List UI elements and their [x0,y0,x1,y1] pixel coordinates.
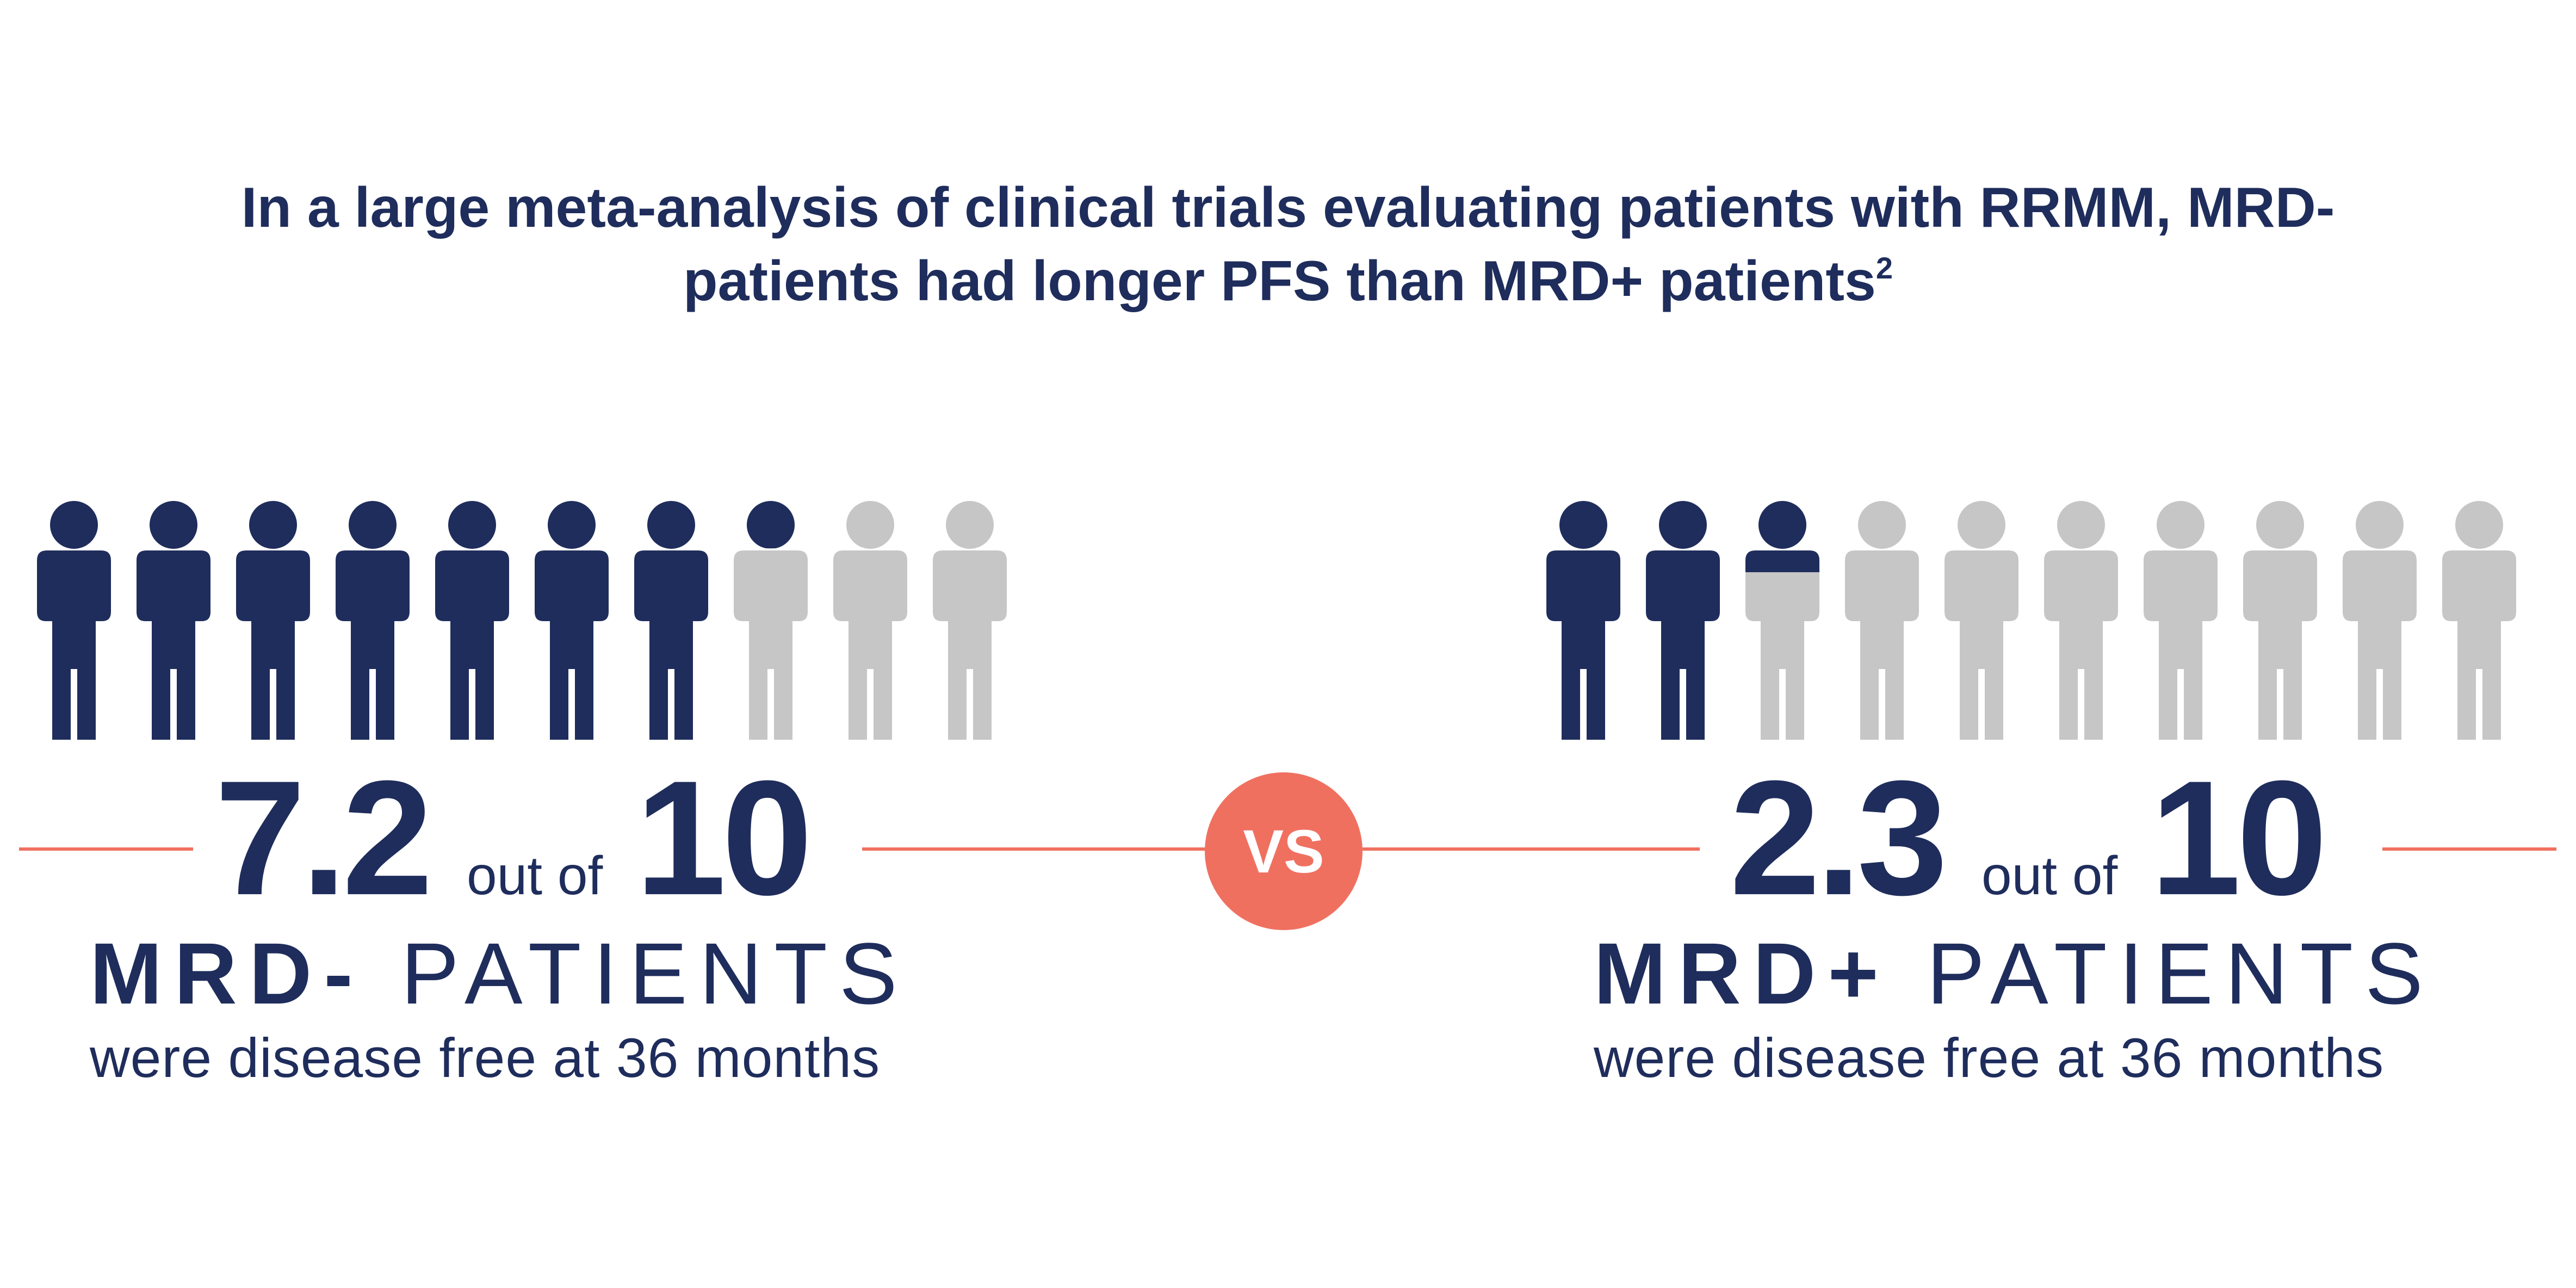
person-icon [2044,501,2118,740]
person-body [236,550,310,740]
person-head [50,501,98,549]
person-head [448,501,496,549]
divider-line-left-outer [19,847,193,851]
person-icon [2442,501,2516,740]
mrd-positive-total: 10 [2150,746,2327,929]
mrd-positive-caption: were disease free at 36 months [1594,1027,2385,1089]
person-body [734,550,808,740]
person-head [846,501,894,549]
person-icon [137,501,210,740]
person-icon [634,501,708,740]
person-body [336,550,410,740]
headline-line-1: In a large meta-analysis of clinical tri… [241,176,2335,239]
person-head [1858,501,1906,549]
divider-line-right-outer [2382,847,2556,851]
mrd-negative-label-rest: PATIENTS [401,925,909,1022]
mrd-negative-out-of: out of [467,845,603,906]
person-body [137,550,210,740]
person-body [1845,550,1919,740]
person-head [2057,501,2105,549]
person-body [2144,550,2218,740]
person-body [535,550,609,740]
person-body [2044,550,2118,740]
person-body [2243,550,2317,740]
person-body [1546,550,1620,740]
person-icon [734,501,808,740]
mrd-positive-label-rest: PATIENTS [1927,925,2435,1022]
person-head [2455,501,2503,549]
person-icon [1845,501,1919,740]
person-icon [535,501,609,740]
mrd-positive-label: MRD+ PATIENTS [1594,925,2435,1023]
person-icon [336,501,410,740]
person-body [435,550,509,740]
person-head [747,501,795,548]
person-body [1945,550,2018,740]
person-head [150,501,197,549]
person-head [2256,501,2304,549]
person-body [2343,550,2417,740]
person-body [1646,550,1720,740]
person-icon [2144,501,2218,740]
person-head [349,501,397,549]
person-head [1758,501,1806,549]
person-icon [435,501,509,740]
person-head [2356,501,2404,549]
mrd-negative-stat: 7.2 out of 10 [215,746,813,929]
mrd-negative-label: MRD- PATIENTS [90,925,909,1023]
footnote-reference: 2 [1875,251,1893,285]
person-head [1659,501,1707,549]
person-icon [2343,501,2417,740]
mrd-negative-total: 10 [635,746,813,929]
person-head [1559,501,1607,549]
mrd-negative-value: 7.2 [215,746,433,929]
person-body [1745,550,1819,572]
person-icon [2243,501,2317,740]
vs-badge: VS [1205,772,1363,930]
person-icon [1646,501,1720,740]
divider-line-left-inner [862,847,1205,851]
person-icon [236,501,310,740]
person-body [634,550,708,740]
person-head [548,501,596,549]
mrd-negative-caption: were disease free at 36 months [90,1027,881,1089]
mrd-positive-value: 2.3 [1730,746,1948,929]
person-icon [37,501,111,740]
mrd-positive-out-of: out of [1981,845,2118,906]
headline-line-2-text: patients had longer PFS than MRD+ patien… [683,250,1876,313]
mrd-negative-pictograph [37,501,1007,740]
person-head [249,501,297,549]
person-icon [833,501,907,740]
person-icon [1745,501,1819,740]
person-head [647,501,695,549]
person-head [2157,501,2205,549]
person-body [37,550,111,740]
mrd-negative-label-bold: MRD- [90,925,365,1022]
mrd-positive-label-bold: MRD+ [1594,925,1891,1022]
person-icon [933,501,1007,740]
person-icon [1546,501,1620,740]
person-body [833,550,907,740]
person-body [2442,550,2516,740]
mrd-positive-pictograph [1546,501,2516,740]
person-icon [1945,501,2018,740]
mrd-positive-stat: 2.3 out of 10 [1730,746,2327,929]
divider-line-right-inner [1363,847,1700,851]
person-body [1745,550,1819,740]
person-head [946,501,994,549]
headline-line-2: patients had longer PFS than MRD+ patien… [0,245,2576,318]
person-head [1958,501,2005,549]
headline: In a large meta-analysis of clinical tri… [0,171,2576,318]
person-body [933,550,1007,740]
